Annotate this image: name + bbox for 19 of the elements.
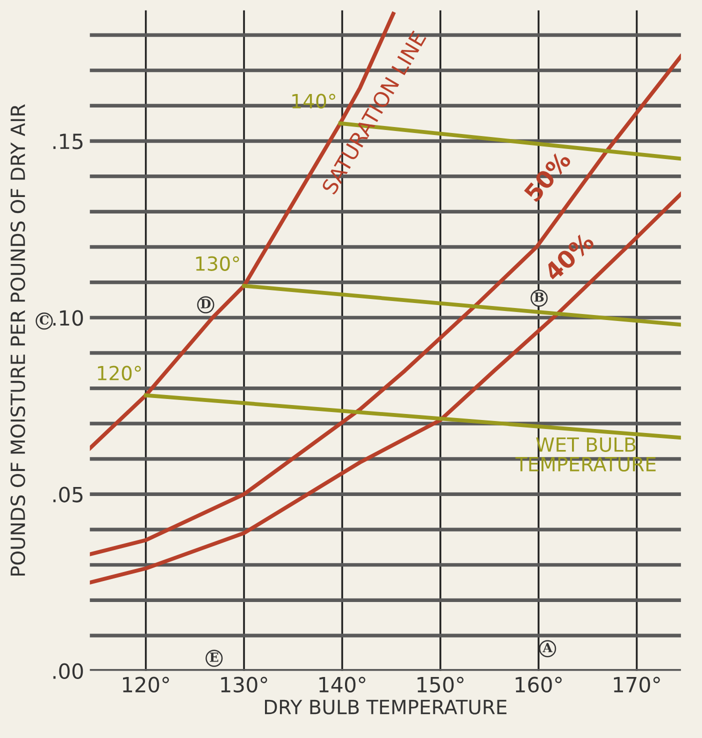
annotation: D	[200, 299, 211, 308]
x-tick-label: 120°	[123, 676, 169, 693]
text: C	[40, 315, 49, 325]
series-label: 120°	[98, 366, 141, 380]
y-tick-label: .00	[53, 663, 83, 680]
annotation: E	[210, 652, 218, 662]
y-axis-title: POUNDS OF MOISTURE PER POUNDS OF DRY AIR	[10, 104, 26, 576]
annotation: B	[534, 292, 544, 302]
x-tick-label: 140°	[319, 676, 366, 693]
x-axis-title: DRY BULB TEMPERATURE	[265, 700, 506, 714]
x-tick-label: 160°	[516, 676, 562, 693]
x-tick-label: 130°	[221, 676, 268, 693]
x-tick-label: 150°	[418, 676, 464, 693]
y-tick-label: .05	[53, 486, 82, 502]
y-tick-label: .10	[53, 310, 83, 326]
annotation: A	[542, 643, 553, 652]
series-label: 130°	[196, 256, 239, 271]
y-tick-label: .15	[53, 134, 82, 150]
x-tick-label: 170°	[614, 676, 660, 693]
